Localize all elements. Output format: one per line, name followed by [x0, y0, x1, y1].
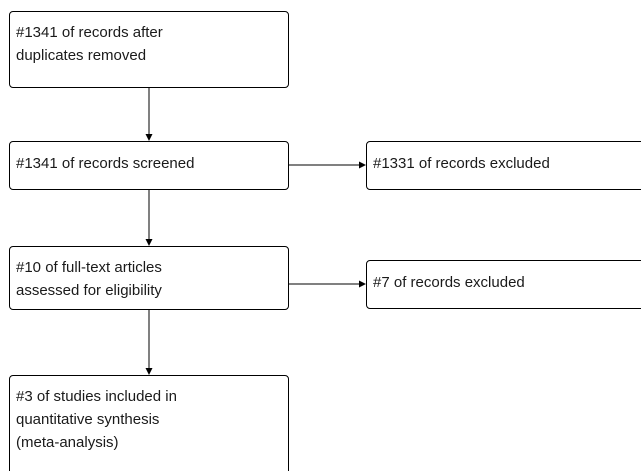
full-text-excluded-box: #7 of records excluded — [366, 260, 641, 309]
studies-included-box: #3 of studies included in quantitative s… — [9, 375, 289, 471]
duplicates-removed-box: #1341 of records after duplicates remove… — [9, 11, 289, 88]
records-excluded-box: #1331 of records excluded — [366, 141, 641, 190]
full-text-assessed-box: #10 of full-text articles assessed for e… — [9, 246, 289, 310]
records-screened-box: #1341 of records screened — [9, 141, 289, 190]
